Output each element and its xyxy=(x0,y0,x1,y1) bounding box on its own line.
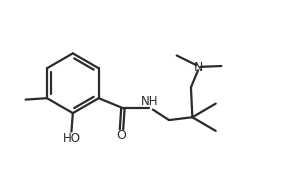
Text: N: N xyxy=(194,61,203,74)
Text: HO: HO xyxy=(62,132,80,145)
Text: NH: NH xyxy=(141,94,159,107)
Text: O: O xyxy=(117,129,126,142)
